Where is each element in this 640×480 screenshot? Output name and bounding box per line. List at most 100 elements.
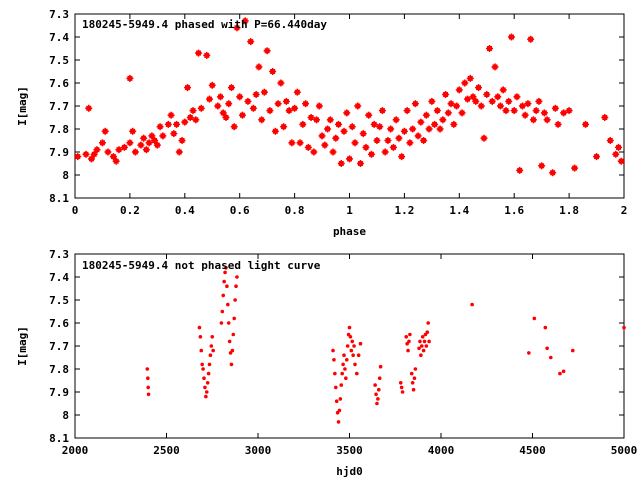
data-point [87,155,95,163]
data-point [206,95,214,103]
data-point [115,146,123,154]
plot-2-x-axis-title: hjd0 [336,465,363,478]
data-point [146,385,150,390]
data-point [343,109,351,117]
data-point [400,127,408,135]
data-point [238,111,246,119]
plot-2-ytick-label: 8.1 [49,432,69,445]
data-point [510,107,518,115]
plot-2-ytick-label: 8 [62,409,69,422]
data-point [285,107,293,115]
data-point [485,45,493,52]
data-point [302,100,310,108]
plot-1-frame [74,13,625,199]
data-point [376,387,381,392]
plot-1-xtick-label: 0.2 [120,204,140,217]
data-point [274,100,282,108]
data-point [175,148,183,156]
data-point [227,339,232,344]
data-point [181,118,189,126]
data-point [376,397,380,401]
data-point [173,120,181,128]
data-point [219,321,224,325]
data-point [444,109,452,117]
data-point [545,346,549,351]
data-point [406,139,414,147]
data-point [226,321,231,325]
data-point [348,335,353,339]
plot-2-ytick-label: 7.3 [49,248,69,261]
data-point [409,125,417,133]
plot-1-ytick-label: 8.1 [49,192,69,205]
data-point [359,130,367,138]
data-point [472,97,480,105]
plot-2-title: 180245-5949.4 not phased light curve [82,259,321,272]
data-point [209,344,214,348]
data-point [622,325,626,330]
data-point [470,302,474,307]
data-point [461,79,469,87]
data-point [202,376,206,381]
data-point [324,125,332,133]
data-point [352,344,356,348]
data-point [491,63,499,71]
data-point [404,335,409,339]
data-point [318,132,326,140]
data-point [332,358,336,362]
data-point [477,102,485,110]
plot-2-xtick-label: 4500 [519,444,546,457]
data-point [304,143,312,151]
data-point [499,86,507,94]
plot-2-ytick-label: 7.8 [49,363,69,376]
data-point [513,93,521,101]
data-point [313,116,321,124]
data-point [411,100,419,108]
data-point [258,116,266,124]
data-point [551,104,559,112]
data-point [505,97,513,105]
data-point [131,148,139,156]
data-point [532,316,537,321]
data-point [277,79,285,87]
data-point [321,141,329,149]
plot-1-xtick-label: 1.8 [559,204,579,217]
data-point [365,111,373,119]
data-point [502,107,510,115]
data-point [222,114,230,121]
data-point [151,137,159,144]
data-point [307,114,315,121]
data-point [148,132,156,140]
data-point [529,116,537,124]
data-point [269,68,277,75]
data-point [230,123,238,131]
data-point [241,17,249,25]
data-point [370,120,378,128]
data-point [412,376,417,381]
data-point [216,93,224,101]
data-point [231,332,236,337]
data-point [571,164,579,172]
plot-1-xtick-label: 0.8 [285,204,305,217]
data-point [210,335,215,339]
data-point [535,97,543,105]
data-point [615,143,623,151]
data-point [538,162,546,170]
data-point [205,381,210,385]
data-point [249,104,257,112]
data-point [453,102,461,110]
data-point [425,330,430,335]
data-point [129,127,137,135]
data-point [208,353,213,358]
data-point [387,125,395,133]
plot-1-xtick-label: 1.6 [504,204,524,217]
data-point [271,127,279,135]
data-point [343,367,347,371]
data-point [488,97,496,105]
data-point [377,376,382,381]
data-point [140,134,148,142]
data-point [244,97,252,105]
plot-2-frame [74,253,625,439]
data-point [247,38,255,46]
data-point [466,74,474,82]
data-point [367,150,375,158]
